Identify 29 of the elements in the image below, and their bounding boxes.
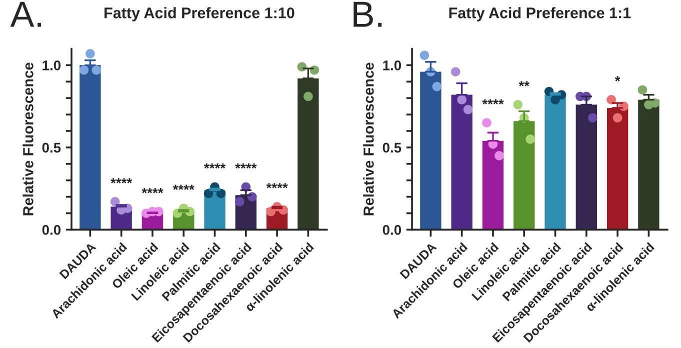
y-tick-label: 0.5 [382, 142, 402, 153]
annotation: ** [518, 81, 530, 86]
annotation: **** [266, 183, 288, 188]
bar [80, 65, 101, 230]
bar [514, 121, 535, 230]
annotation: **** [482, 99, 504, 104]
y-tick-label: 0.5 [42, 142, 61, 153]
annotation: **** [172, 184, 194, 190]
y-axis-title: Relative Fluorescence [363, 62, 374, 216]
annotation: **** [110, 178, 132, 184]
annotation: **** [235, 163, 257, 169]
bar [451, 94, 472, 230]
annotation: **** [142, 188, 164, 194]
bar [638, 100, 660, 230]
bar [544, 94, 566, 230]
annotation: **** [204, 163, 226, 169]
bar [482, 140, 504, 230]
bar [420, 72, 442, 230]
chart-title: Fatty Acid Preference 1:10 [104, 7, 294, 22]
y-tick-label: 0.0 [382, 225, 402, 235]
text: A. [10, 2, 42, 27]
annotation: * [614, 76, 620, 82]
y-axis-title: Relative Fluorescence [22, 62, 34, 216]
chart-title: Fatty Acid Preference 1:1 [449, 7, 631, 22]
y-tick-label: 1.0 [383, 60, 402, 70]
bar [606, 108, 628, 230]
text: B. [354, 2, 382, 27]
y-tick-label: 0.0 [42, 225, 61, 235]
y-tick-label: 1.0 [42, 60, 61, 70]
